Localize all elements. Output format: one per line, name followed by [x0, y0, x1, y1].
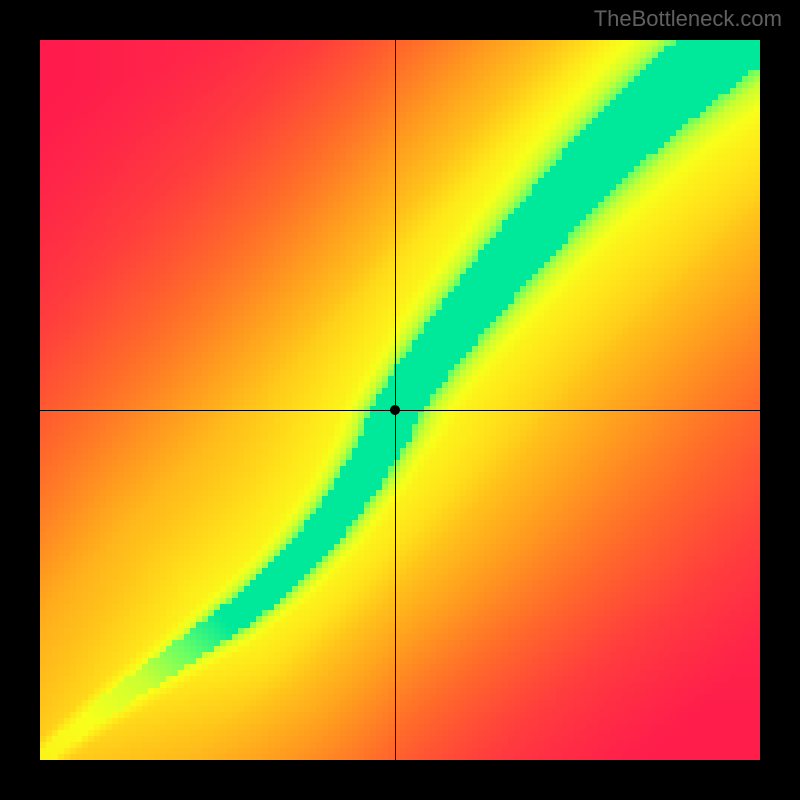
chart-container: TheBottleneck.com: [0, 0, 800, 800]
watermark-text: TheBottleneck.com: [594, 6, 782, 32]
crosshair-vertical: [395, 40, 396, 760]
crosshair-horizontal: [40, 410, 760, 411]
crosshair-marker-dot: [390, 405, 400, 415]
heatmap-canvas: [40, 40, 760, 760]
plot-area: [40, 40, 760, 760]
